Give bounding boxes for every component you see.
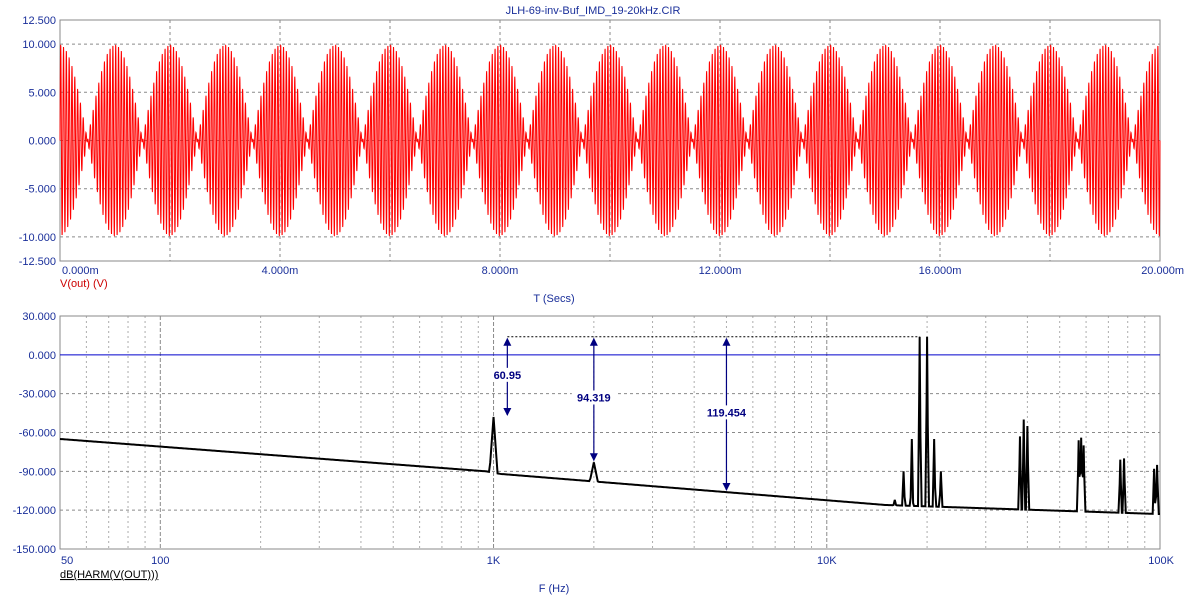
time-x-axis-label: T (Secs)	[533, 293, 574, 305]
time-x-tick-label: 4.000m	[262, 265, 299, 277]
spectrum-y-tick-label: -60.000	[19, 428, 56, 440]
measurement-label-background	[571, 390, 616, 405]
spectrum-x-axis-label: F (Hz)	[539, 583, 570, 595]
time-y-tick-label: 0.000	[28, 136, 56, 148]
time-domain-plot: 12.500 10.000 5.000 0.000 -5.000 -10.000 -12.5…	[19, 15, 1184, 305]
spectrum-y-tick-label: -90.000	[19, 466, 56, 478]
spectrum-trace-label: dB(HARM(V(OUT)))	[60, 569, 158, 581]
chart-title: JLH-69-inv-Buf_IMD_19-20kHz.CIR	[506, 5, 681, 17]
time-x-tick-label: 8.000m	[482, 265, 519, 277]
measurement-arrow-head-up	[503, 337, 512, 346]
time-y-tick-label: 12.500	[22, 15, 56, 27]
spectrum-grid	[60, 316, 1160, 549]
measurement-arrow-head-down	[589, 453, 598, 462]
spectrum-y-tick-label: 0.000	[28, 350, 56, 362]
spectrum-y-tick-label: -150.000	[13, 544, 56, 556]
spectrum-x-tick-label: 100K	[1148, 555, 1174, 567]
vout-waveform	[59, 44, 1161, 237]
measurement-arrow-head-up	[589, 337, 598, 346]
measurement-arrow-head-down	[503, 407, 512, 416]
measurement-arrow-head-up	[722, 337, 731, 346]
measurement-label: 119.454	[707, 407, 747, 419]
time-y-tick-label: -12.500	[19, 256, 56, 268]
time-y-tick-label: 10.000	[22, 39, 56, 51]
measurement-arrow-head-down	[722, 483, 731, 492]
spectrum-y-tick-label: -30.000	[19, 389, 56, 401]
measurement-label: 60.95	[494, 370, 522, 382]
distortion-annotations: 60.95 94.319 119.454	[485, 336, 920, 492]
time-y-tick-label: -10.000	[19, 232, 56, 244]
harmonic-spectrum-trace	[59, 336, 1161, 516]
measurement-label-background	[485, 367, 530, 382]
time-x-tick-labels: 0.000m 4.000m 8.000m 12.000m 16.000m 20.000m	[62, 265, 1184, 277]
time-x-tick-label: 16.000m	[919, 265, 962, 277]
measurement-label: 94.319	[577, 392, 611, 404]
measurement-label-background	[704, 405, 749, 420]
time-x-tick-label: 12.000m	[699, 265, 742, 277]
time-y-tick-label: -5.000	[25, 184, 56, 196]
time-x-tick-label: 0.000m	[62, 265, 99, 277]
spectrum-y-tick-label: -120.000	[13, 505, 56, 517]
time-y-tick-label: 5.000	[28, 87, 56, 99]
spectrum-x-tick-label: 100	[151, 555, 169, 567]
vout-trace-label: V(out) (V)	[60, 278, 108, 290]
spectrum-plot: 30.000 0.000 -30.000 -60.000 -90.000 -120.000…	[13, 311, 1175, 595]
spectrum-x-tick-label: 1K	[487, 555, 501, 567]
time-y-tick-labels: 12.500 10.000 5.000 0.000 -5.000 -10.000 -12.5…	[19, 15, 56, 268]
spectrum-y-tick-labels: 30.000 0.000 -30.000 -60.000 -90.000 -120.000…	[13, 311, 56, 556]
time-x-tick-label: 20.000m	[1141, 265, 1184, 277]
spectrum-x-tick-label: 10K	[817, 555, 837, 567]
spectrum-y-tick-label: 30.000	[22, 311, 56, 323]
spectrum-x-tick-label: 50	[61, 555, 73, 567]
spectrum-x-tick-labels: 50 100 1K 10K 100K	[61, 555, 1175, 567]
